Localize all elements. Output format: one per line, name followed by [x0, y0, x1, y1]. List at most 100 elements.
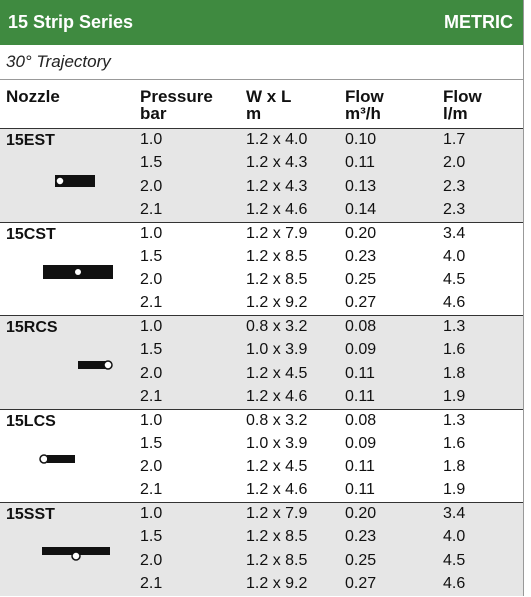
- table-cell: 1.2 x 8.5: [246, 271, 308, 289]
- table-cell: 2.0: [140, 551, 163, 569]
- table-cell: 2.1: [140, 574, 163, 592]
- nozzle-group: 15EST 1.0 1.2 x 4.0 0.10 1.7 1.5 1.2 x 4.3 0.11…: [0, 128, 523, 222]
- table-cell: 1.9: [443, 387, 466, 405]
- table-cell: 2.0: [140, 177, 163, 195]
- table-cell: 3.4: [443, 505, 466, 522]
- table-cell: 1.7: [443, 131, 466, 148]
- table-cell: 0.08: [345, 318, 377, 335]
- table-cell: 4.6: [443, 574, 466, 592]
- nozzle-icon: [43, 264, 113, 279]
- table-cell: 1.0: [140, 318, 163, 335]
- column-header: Flow: [443, 87, 482, 106]
- table-cell: 1.0: [140, 224, 163, 242]
- table-cell: 1.0 x 3.9: [246, 341, 308, 359]
- table-cell: 1.9: [443, 481, 466, 499]
- nozzle-group: 15CST 1.0 1.2 x 7.9 0.20 3.4 1.5 1.2 x 8.5 0.23…: [0, 221, 523, 315]
- table-cell: 1.2 x 4.5: [246, 458, 308, 476]
- table-cell: 1.5: [140, 341, 163, 359]
- table-cell: 1.2 x 4.3: [246, 177, 308, 195]
- table-cell: 4.6: [443, 294, 466, 312]
- table-cell: 1.2 x 4.3: [246, 154, 308, 172]
- table-cell: 0.8 x 3.2: [246, 318, 308, 335]
- table-cell: 1.8: [443, 364, 466, 382]
- nozzle-icon: [39, 453, 75, 464]
- nozzle-name: 15LCS: [6, 412, 56, 430]
- table-cell: 1.2 x 7.9: [246, 224, 308, 242]
- table-cell: 1.2 x 9.2: [246, 574, 308, 592]
- nozzle-name: 15EST: [6, 132, 55, 149]
- column-header: m³/h: [345, 104, 381, 123]
- header-bar: 15 Strip Series METRIC: [0, 0, 523, 45]
- table-cell: 4.0: [443, 247, 466, 265]
- table-cell: 1.2 x 8.5: [246, 528, 308, 546]
- table-cell: 1.3: [443, 411, 466, 429]
- table-cell: 2.3: [443, 177, 466, 195]
- table-cell: 1.0: [140, 131, 163, 148]
- table-cell: 1.8: [443, 458, 466, 476]
- table-cell: 0.14: [345, 200, 377, 218]
- table-cell: 1.2 x 8.5: [246, 247, 308, 265]
- table-cell: 0.13: [345, 177, 377, 195]
- table-cell: 2.0: [140, 364, 163, 382]
- column-header: bar: [140, 104, 167, 123]
- unit-system: METRIC: [444, 12, 513, 32]
- table-cell: 2.0: [140, 271, 163, 289]
- table-cell: 0.23: [345, 247, 377, 265]
- subtitle: 30° Trajectory: [6, 52, 111, 71]
- table-cell: 2.0: [140, 458, 163, 476]
- table-cell: 0.25: [345, 551, 377, 569]
- nozzle-name: 15SST: [6, 506, 55, 523]
- table-cell: 1.2 x 4.6: [246, 200, 308, 218]
- table-cell: 1.2 x 7.9: [246, 505, 308, 522]
- table-cell: 1.2 x 4.5: [246, 364, 308, 382]
- table-cell: 1.0: [140, 411, 163, 429]
- table-cell: 1.0: [140, 505, 163, 522]
- nozzle-icon: [78, 360, 113, 370]
- column-header: Nozzle: [6, 87, 60, 106]
- table-cell: 1.2 x 4.6: [246, 387, 308, 405]
- column-header: W x L: [246, 87, 292, 106]
- nozzle-group: 15RCS 1.0 0.8 x 3.2 0.08 1.3 1.5 1.0 x 3.9 0.09…: [0, 315, 523, 409]
- table-cell: 0.27: [345, 574, 377, 592]
- table-cell: 1.2 x 4.0: [246, 131, 308, 148]
- divider: [0, 79, 523, 80]
- nozzle-name: 15RCS: [6, 319, 58, 336]
- table-cell: 4.5: [443, 551, 466, 569]
- table-cell: 1.0 x 3.9: [246, 434, 308, 452]
- nozzle-icon: [42, 547, 110, 561]
- table-cell: 1.6: [443, 434, 466, 452]
- table-cell: 1.2 x 9.2: [246, 294, 308, 312]
- nozzle-icon: [55, 175, 95, 187]
- table-cell: 1.2 x 4.6: [246, 481, 308, 499]
- table-cell: 0.20: [345, 505, 377, 522]
- table-cell: 0.10: [345, 131, 377, 148]
- table-cell: 2.1: [140, 294, 163, 312]
- table-cell: 0.11: [345, 458, 375, 476]
- table-cell: 3.4: [443, 224, 466, 242]
- table-cell: 1.3: [443, 318, 466, 335]
- column-header: Flow: [345, 87, 384, 106]
- table-cell: 0.11: [345, 364, 375, 382]
- table-cell: 0.09: [345, 341, 377, 359]
- table-cell: 2.3: [443, 200, 466, 218]
- table-cell: 0.23: [345, 528, 377, 546]
- header-title: 15 Strip Series: [8, 12, 134, 32]
- table-cell: 0.08: [345, 411, 377, 429]
- table-cell: 0.25: [345, 271, 377, 289]
- table-cell: 0.27: [345, 294, 377, 312]
- nozzle-group: 15LCS 1.0 0.8 x 3.2 0.08 1.3 1.5 1.0 x 3.9 0.09…: [0, 408, 523, 502]
- table-cell: 0.11: [345, 387, 375, 405]
- table-cell: 2.1: [140, 481, 163, 499]
- table-cell: 1.5: [140, 528, 163, 546]
- table-cell: 2.1: [140, 387, 163, 405]
- table-cell: 0.09: [345, 434, 377, 452]
- table-cell: 2.1: [140, 200, 163, 218]
- table-cell: 4.5: [443, 271, 466, 289]
- table-cell: 0.11: [345, 154, 375, 172]
- table-cell: 1.5: [140, 434, 163, 452]
- table-cell: 0.11: [345, 481, 375, 499]
- column-header: Pressure: [140, 87, 213, 106]
- table-cell: 1.5: [140, 154, 163, 172]
- table-cell: 4.0: [443, 528, 466, 546]
